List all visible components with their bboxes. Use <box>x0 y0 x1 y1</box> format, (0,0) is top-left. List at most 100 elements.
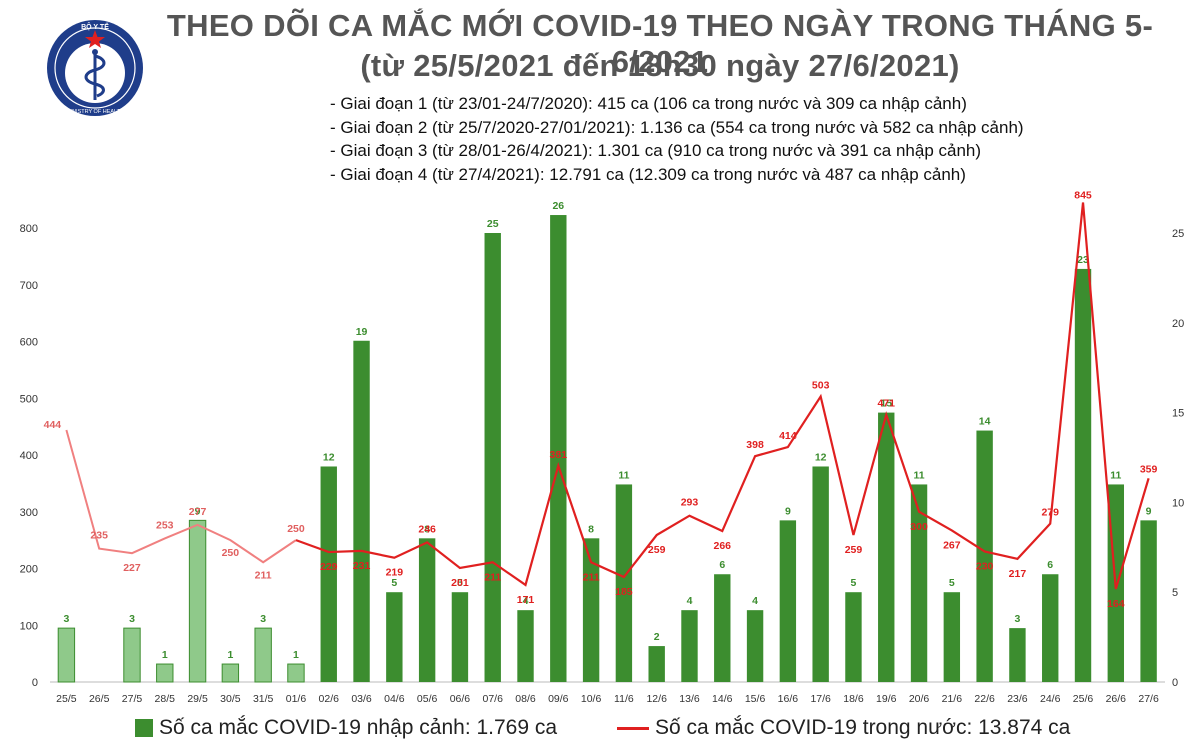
x-tick-label: 18/6 <box>843 693 864 705</box>
bar-value-label: 9 <box>1146 505 1152 517</box>
bar-value-label: 2 <box>654 631 660 643</box>
y-left-tick-label: 300 <box>20 507 38 519</box>
line-value-label: 229 <box>320 561 338 573</box>
line-value-label: 253 <box>156 519 174 531</box>
bar-value-label: 1 <box>293 649 299 661</box>
bar-imported <box>156 663 174 683</box>
bar-imported <box>615 484 633 682</box>
line-value-label: 266 <box>714 540 732 552</box>
line-value-label: 250 <box>222 547 240 559</box>
x-tick-label: 11/6 <box>614 693 634 705</box>
x-tick-label: 16/6 <box>778 693 799 705</box>
x-tick-label: 25/6 <box>1073 693 1094 705</box>
bar-imported <box>484 233 501 682</box>
line-value-label: 471 <box>877 398 895 410</box>
x-tick-label: 28/5 <box>155 693 176 705</box>
bar-imported <box>1042 574 1059 682</box>
bar-value-label: 5 <box>949 577 955 589</box>
line-value-label: 293 <box>681 497 699 509</box>
y-right-tick-label: 5 <box>1172 587 1178 599</box>
legend-label-imported: Số ca mắc COVID-19 nhập cảnh: 1.769 ca <box>159 716 558 739</box>
logo-bottom-text: MINISTRY OF HEALTH <box>66 109 124 115</box>
line-value-label: 359 <box>1140 463 1158 475</box>
legend-label-domestic: Số ca mắc COVID-19 trong nước: 13.874 ca <box>655 716 1071 739</box>
line-value-label: 267 <box>943 539 961 551</box>
bar-value-label: 11 <box>618 469 629 481</box>
bar-value-label: 9 <box>195 505 201 517</box>
line-value-label: 277 <box>189 506 207 518</box>
logo-top-text: BỘ Y TẾ <box>81 21 109 31</box>
y-right-tick-label: 20 <box>1172 318 1184 330</box>
x-tick-label: 25/5 <box>56 693 77 705</box>
line-value-label: 845 <box>1074 190 1092 201</box>
bar-value-label: 5 <box>391 577 397 589</box>
bar-imported <box>1140 520 1157 682</box>
y-right-tick-label: 25 <box>1172 228 1184 240</box>
x-tick-label: 26/5 <box>89 693 110 705</box>
line-value-label: 201 <box>451 577 469 589</box>
x-tick-label: 02/6 <box>319 693 340 705</box>
bar-value-label: 26 <box>552 200 564 212</box>
bar-imported <box>746 610 764 682</box>
chart-subtitle: (từ 25/5/2021 đến 18h30 ngày 27/6/2021) <box>360 48 960 83</box>
bar-value-label: 5 <box>851 577 857 589</box>
bar-imported <box>812 466 829 682</box>
line-value-label: 171 <box>517 594 535 606</box>
bar-imported <box>550 215 567 683</box>
bar-imported <box>976 430 993 682</box>
bar-value-label: 25 <box>487 218 499 230</box>
x-tick-label: 23/6 <box>1007 693 1028 705</box>
bar-value-label: 23 <box>1077 254 1089 266</box>
bar-value-label: 6 <box>1047 559 1053 571</box>
y-left-tick-label: 100 <box>20 620 38 632</box>
phase-note-4: - Giai đoạn 4 (từ 27/4/2021): 12.791 ca … <box>330 164 966 184</box>
x-tick-label: 06/6 <box>450 693 471 705</box>
line-value-label: 219 <box>386 567 404 579</box>
legend-swatch-line <box>617 726 649 730</box>
phase-note-1: - Giai đoạn 1 (từ 23/01-24/7/2020): 415 … <box>330 94 967 113</box>
line-value-label: 259 <box>648 544 666 556</box>
y-left-tick-label: 600 <box>20 337 38 349</box>
x-tick-label: 27/6 <box>1138 693 1159 705</box>
bar-imported <box>910 484 928 682</box>
y-left-tick-label: 200 <box>20 564 38 576</box>
x-tick-label: 15/6 <box>745 693 766 705</box>
bar-value-label: 12 <box>815 451 827 463</box>
line-value-label: 185 <box>615 586 633 598</box>
line-value-label: 414 <box>779 430 797 442</box>
bar-value-label: 11 <box>1110 469 1121 481</box>
bar-value-label: 15 <box>880 398 892 410</box>
bar-value-label: 1 <box>162 649 168 661</box>
bar-value-label: 4 <box>523 595 529 607</box>
x-tick-label: 13/6 <box>679 693 700 705</box>
bar-value-label: 5 <box>457 577 463 589</box>
line-value-label: 211 <box>484 571 501 583</box>
bar-value-label: 4 <box>752 595 758 607</box>
bar-imported <box>57 627 76 683</box>
y-left-tick-label: 400 <box>20 450 38 462</box>
x-tick-label: 05/6 <box>417 693 438 705</box>
x-tick-label: 20/6 <box>909 693 930 705</box>
line-domestic <box>295 202 1150 590</box>
y-left-tick-label: 800 <box>20 223 38 235</box>
bar-value-label: 19 <box>356 326 368 338</box>
x-tick-label: 21/6 <box>942 693 963 705</box>
x-tick-label: 14/6 <box>712 693 733 705</box>
bar-imported <box>517 610 534 682</box>
bar-imported <box>287 663 305 683</box>
line-value-label: 259 <box>845 544 863 556</box>
bar-value-label: 4 <box>687 595 693 607</box>
line-value-label: 211 <box>583 571 600 583</box>
x-tick-label: 04/6 <box>384 693 405 705</box>
bar-value-label: 8 <box>588 523 594 535</box>
phase-note-2: - Giai đoạn 2 (từ 25/7/2020-27/01/2021):… <box>330 117 1024 137</box>
y-left-tick-label: 500 <box>20 393 38 405</box>
x-tick-label: 03/6 <box>351 693 372 705</box>
bar-value-label: 8 <box>424 523 430 535</box>
ministry-of-health-logo: BỘ Y TẾ MINISTRY OF HEALTH <box>47 20 143 116</box>
bar-imported <box>221 663 240 683</box>
bar-value-label: 6 <box>719 559 725 571</box>
line-value-label: 231 <box>353 560 371 572</box>
x-tick-label: 29/5 <box>187 693 208 705</box>
bar-imported <box>123 627 141 683</box>
